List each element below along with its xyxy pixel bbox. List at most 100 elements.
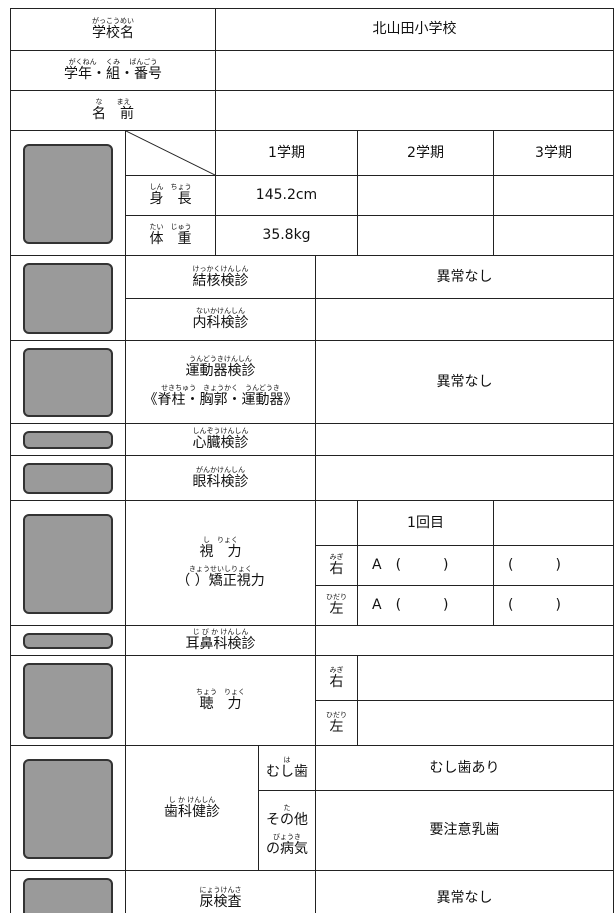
label: し か けんしん 歯科健診 bbox=[164, 796, 220, 821]
furigana: きょうせいしりょく bbox=[188, 565, 252, 573]
furigana: にょうけんさ bbox=[199, 885, 242, 894]
label: せきちゅう きょうかく うんどうき 《脊柱・胸郭・運動器》 bbox=[144, 384, 298, 409]
cell bbox=[10, 745, 126, 871]
cell bbox=[215, 50, 614, 91]
icon bbox=[23, 758, 113, 859]
furigana: みぎ bbox=[329, 665, 344, 674]
cell bbox=[10, 255, 126, 341]
furigana: たい じゅう bbox=[149, 223, 192, 231]
label: みぎ右 bbox=[330, 666, 344, 691]
label-text: 結核検診 bbox=[192, 272, 249, 289]
furigana: がっこうめい bbox=[92, 17, 134, 25]
value: 要注意乳歯 bbox=[429, 822, 500, 838]
cell: 35.8kg bbox=[215, 215, 358, 256]
cell bbox=[357, 700, 614, 746]
icon bbox=[23, 463, 113, 494]
furigana: ちょう りょく bbox=[196, 688, 245, 696]
value: 145.2cm bbox=[255, 187, 318, 203]
cell: にょうけんさ 尿検査 bbox=[125, 870, 316, 913]
cell: 北山田小学校 bbox=[215, 8, 614, 51]
cell: がんかけんしん 眼科検診 bbox=[125, 455, 316, 501]
icon bbox=[23, 878, 113, 913]
cell: ( ) bbox=[493, 545, 614, 586]
cell: ちょう りょく聴 力 bbox=[125, 655, 316, 746]
icon bbox=[23, 143, 113, 244]
cell: 1学期 bbox=[215, 130, 358, 176]
furigana: し りょく bbox=[203, 536, 238, 544]
cell bbox=[10, 500, 126, 626]
furigana: ひだり bbox=[326, 593, 347, 601]
label: うんどうきけんしん 運動器検診 bbox=[186, 355, 256, 380]
cell: みぎ右 bbox=[315, 545, 358, 586]
cell bbox=[315, 423, 614, 456]
value: 3学期 bbox=[535, 144, 572, 161]
label: ないかけんしん 内科検診 bbox=[193, 307, 249, 332]
cell bbox=[357, 655, 614, 701]
cell: ひだり左 bbox=[315, 585, 358, 626]
cell: 3学期 bbox=[493, 130, 614, 176]
furigana: し か けんしん bbox=[168, 795, 216, 804]
cell bbox=[357, 175, 494, 216]
icon bbox=[23, 663, 113, 739]
label: きょうせいしりょく（ ）矯正視力 bbox=[176, 565, 264, 590]
value: 北山田小学校 bbox=[372, 21, 457, 37]
label-text: 運動器検診 bbox=[185, 363, 256, 379]
label-text: （ ）矯正視力 bbox=[176, 573, 265, 589]
icon bbox=[23, 348, 113, 417]
cell bbox=[357, 215, 494, 256]
label: たい じゅう体 重 bbox=[150, 223, 192, 248]
cell bbox=[10, 130, 126, 256]
label-text: 《脊柱・胸郭・運動器》 bbox=[143, 392, 298, 408]
label: びょうき の病気 bbox=[266, 833, 308, 858]
label: し りょく視 力 bbox=[200, 536, 242, 561]
furigana: びょうき bbox=[273, 832, 301, 841]
cell: しん ちょう身 長 bbox=[125, 175, 216, 216]
label-text: むし歯 bbox=[266, 763, 308, 780]
label-text: 視 力 bbox=[199, 544, 242, 560]
value: 異常なし bbox=[436, 889, 493, 906]
icon bbox=[23, 513, 113, 614]
label-text: 尿検査 bbox=[199, 893, 242, 910]
label: な まえ名 前 bbox=[92, 98, 134, 123]
value: 1学期 bbox=[268, 144, 305, 161]
value: 異常なし bbox=[436, 268, 493, 285]
furigana: しん ちょう bbox=[149, 183, 192, 191]
cell: ひだり左 bbox=[315, 700, 358, 746]
label-text: 学年・組・番号 bbox=[64, 66, 162, 82]
cell: A ( ) bbox=[357, 545, 494, 586]
cell: な まえ名 前 bbox=[10, 90, 216, 131]
label-text: 身 長 bbox=[149, 191, 192, 207]
label-text: 歯科健診 bbox=[164, 803, 220, 820]
cell: しんぞうけんしん 心臓検診 bbox=[125, 423, 316, 456]
value: A ( ) bbox=[372, 557, 449, 573]
diagonal bbox=[126, 131, 215, 175]
cell bbox=[125, 130, 216, 176]
furigana: がくねん くみ ばんごう bbox=[68, 58, 158, 66]
furigana: じ び か けんしん bbox=[192, 628, 249, 636]
cell: たその他 びょうき の病気 bbox=[258, 790, 316, 871]
cell: みぎ右 bbox=[315, 655, 358, 701]
label-text: 心臓検診 bbox=[192, 435, 249, 451]
label-text: 眼科検診 bbox=[192, 473, 249, 490]
cell: 1回目 bbox=[357, 500, 494, 546]
cell bbox=[493, 215, 614, 256]
label-text: 左 bbox=[329, 718, 344, 735]
label: がっこうめい 学校名 bbox=[92, 17, 134, 42]
furigana: せきちゅう きょうかく うんどうき bbox=[161, 384, 280, 392]
label-text: 体 重 bbox=[149, 231, 192, 247]
cell: A ( ) bbox=[357, 585, 494, 626]
cell bbox=[493, 500, 614, 546]
cell: 異常なし bbox=[315, 255, 614, 299]
cell bbox=[10, 423, 126, 456]
label-text: その他 bbox=[266, 811, 308, 828]
value: 1回目 bbox=[407, 514, 444, 531]
label: しんぞうけんしん 心臓検診 bbox=[193, 427, 249, 452]
label-text: 右 bbox=[329, 561, 344, 577]
cell: むし歯あり bbox=[315, 745, 614, 791]
cell: 異常なし bbox=[315, 340, 614, 424]
furigana: ひだり bbox=[326, 710, 347, 719]
cell bbox=[315, 500, 358, 546]
cell bbox=[10, 625, 126, 656]
cell: 異常なし bbox=[315, 870, 614, 913]
